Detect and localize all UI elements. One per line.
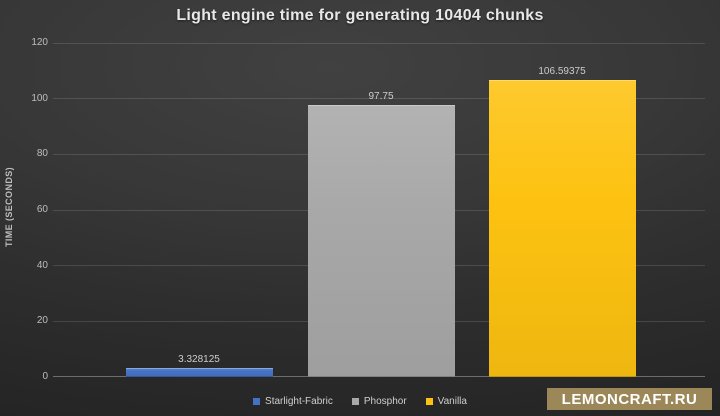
- legend-label: Phosphor: [363, 396, 407, 407]
- y-tick-label: 0: [42, 371, 48, 382]
- legend-item-starlight-fabric: Starlight-Fabric: [253, 396, 333, 407]
- bar-sheen: [125, 367, 273, 377]
- gridline: [53, 98, 705, 100]
- watermark-badge: LEMONCRAFT.RU: [547, 388, 712, 410]
- bar-starlight-fabric: [125, 367, 273, 377]
- legend: Starlight-Fabric Phosphor Vanilla: [0, 396, 720, 407]
- y-tick-label: 120: [31, 37, 48, 48]
- legend-item-vanilla: Vanilla: [425, 396, 467, 407]
- bar-sheen: [307, 104, 455, 377]
- bar-value-label: 106.59375: [538, 66, 586, 78]
- gridline: [53, 42, 705, 44]
- bar-vanilla: [488, 80, 636, 377]
- bar-sheen: [488, 80, 636, 377]
- y-tick-label: 20: [36, 315, 48, 327]
- y-tick-label: 100: [31, 92, 48, 104]
- y-tick-label: 80: [36, 148, 48, 160]
- y-tick-label: 40: [36, 259, 48, 271]
- chart-title: Light engine time for generating 10404 c…: [176, 7, 544, 24]
- bar-phosphor: [307, 104, 455, 377]
- legend-label: Starlight-Fabric: [265, 396, 333, 407]
- bar-value-label: 97.75: [368, 90, 394, 102]
- legend-swatch-icon: [425, 398, 433, 405]
- y-tick-label: 60: [36, 204, 48, 215]
- legend-label: Vanilla: [437, 396, 467, 407]
- legend-swatch-icon: [351, 398, 359, 405]
- legend-item-phosphor: Phosphor: [351, 396, 407, 407]
- bar-value-label: 3.328125: [178, 353, 220, 365]
- legend-swatch-icon: [253, 398, 261, 405]
